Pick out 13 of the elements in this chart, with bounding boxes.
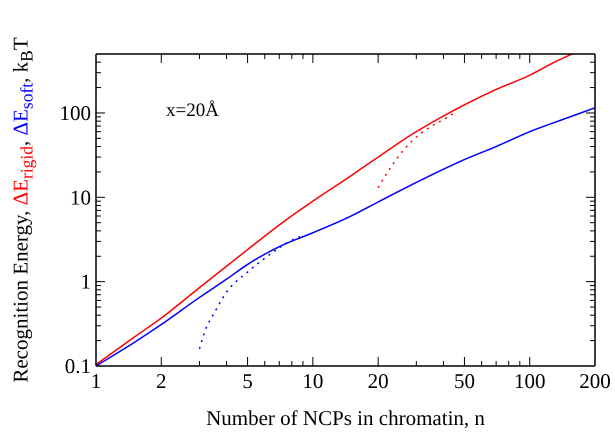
y-tick-label: 1	[80, 270, 91, 294]
annotation: x=20Å	[166, 100, 219, 122]
x-tick-label: 200	[579, 369, 611, 393]
y-tick-label: 100	[60, 100, 91, 125]
x-tick-label: 5	[242, 369, 253, 393]
x-tick-label: 2	[156, 369, 167, 393]
x-tick-label: 100	[514, 369, 546, 393]
x-tick-label: 20	[368, 369, 389, 393]
y-tick-label: 10	[70, 185, 91, 210]
x-tick-label: 10	[302, 369, 324, 393]
x-tick-label: 50	[454, 369, 475, 393]
y-tick-label: 0.1	[64, 354, 91, 378]
x-axis-title: Number of NCPs in chromatin, n	[206, 406, 486, 430]
